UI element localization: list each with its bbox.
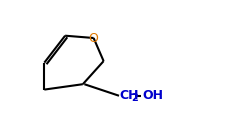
Text: 2: 2 xyxy=(131,93,138,103)
Text: O: O xyxy=(89,32,98,45)
Text: OH: OH xyxy=(142,89,163,102)
Text: CH: CH xyxy=(120,89,139,102)
